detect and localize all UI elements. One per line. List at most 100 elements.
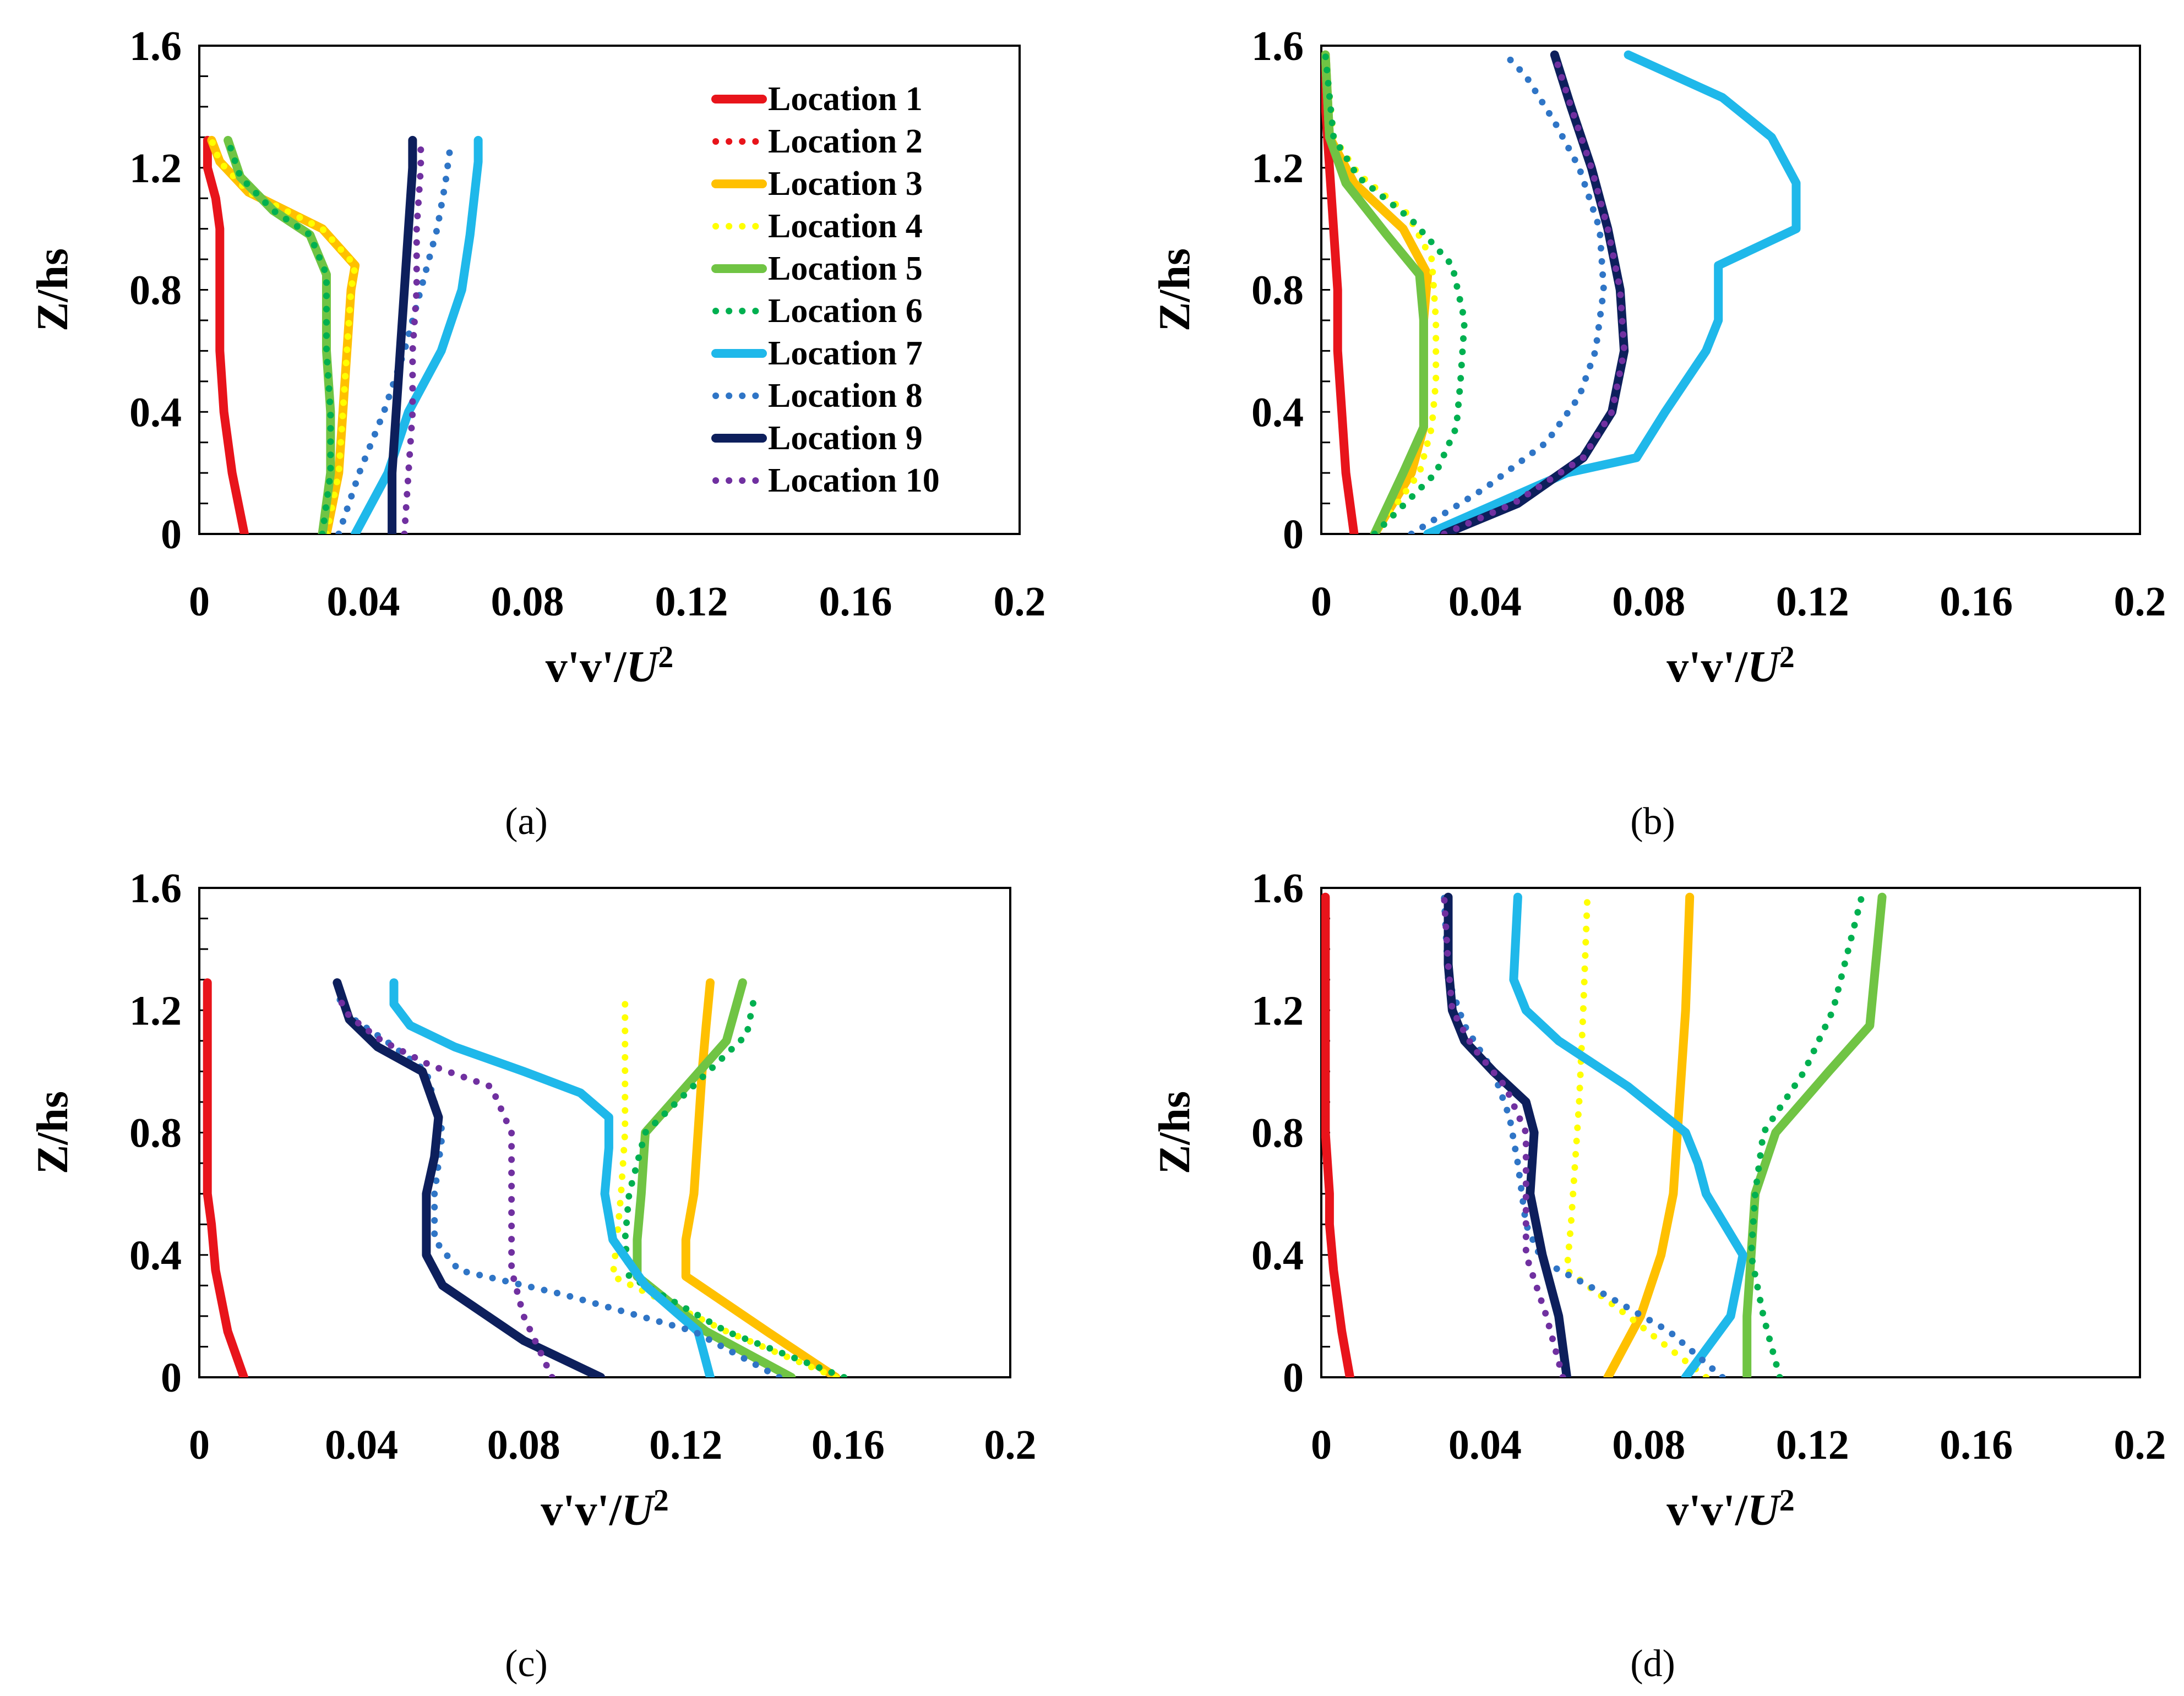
x-tick-label: 0.16 [1940, 1422, 2013, 1468]
y-tick-label: 0.8 [129, 268, 182, 314]
legend-label: Location 8 [768, 377, 923, 415]
legend-label: Location 10 [768, 462, 940, 499]
y-tick-label: 1.2 [129, 145, 182, 192]
series-group [1321, 50, 1801, 534]
chart-panel-3: 0 0.4 0.8 1.2 1.6 0 0.04 0.08 0.12 0.16 0.2 Z/hs v'v… [29, 865, 1037, 1685]
series-line-location-8 [1408, 51, 1607, 534]
x-tick-label: 0.08 [491, 579, 564, 625]
x-axis-label: v'v'/U2 [546, 640, 673, 691]
x-tick-label: 0.04 [327, 579, 400, 625]
series-line-location-6 [622, 991, 847, 1377]
y-tick-label: 0 [161, 1355, 182, 1401]
y-tick-label: 0 [161, 511, 182, 558]
y-axis-label: Z/hs [1151, 1091, 1199, 1174]
x-tick-label: 0.12 [649, 1422, 722, 1468]
legend-label: Location 4 [768, 208, 923, 245]
x-tick-label: 0 [189, 579, 210, 625]
series-line-location-5 [1742, 892, 1887, 1377]
legend-label: Location 5 [768, 250, 923, 287]
legend-label: Location 2 [768, 123, 923, 160]
series-line-location-10 [1441, 893, 1566, 1377]
x-tick-label: 0.2 [984, 1422, 1037, 1468]
x-tick-label: 0.16 [1940, 579, 2013, 625]
x-tick-label: 0.04 [1448, 1422, 1522, 1468]
chart-panel-1: 0 0.4 0.8 1.2 1.6 0 0.04 0.08 0.12 0.16 0.2 Z/hs v'v… [29, 23, 1046, 843]
x-tick-label: 0 [189, 1422, 210, 1468]
y-tick-label: 0.8 [129, 1110, 182, 1157]
y-tick-label: 1.2 [1251, 145, 1304, 192]
y-tick-label: 0.4 [129, 1233, 182, 1279]
x-tick-label: 0.12 [1776, 579, 1849, 625]
series-line-location-8 [334, 991, 783, 1377]
x-tick-label: 0.04 [1448, 579, 1522, 625]
legend-label: Location 9 [768, 419, 923, 457]
legend-label: Location 1 [768, 80, 923, 118]
x-tick-label: 0.12 [655, 579, 728, 625]
series-line-location-6 [225, 137, 334, 534]
y-tick-label: 0 [1283, 1355, 1304, 1401]
x-tick-label: 0.12 [1776, 1422, 1849, 1468]
series-line-location-9 [333, 978, 606, 1377]
x-tick-label: 0 [1311, 579, 1332, 625]
x-tick-label: 0 [1311, 1422, 1332, 1468]
y-tick-label: 1.6 [1251, 865, 1304, 912]
series-group [203, 978, 847, 1377]
series-group [1321, 892, 1887, 1377]
y-tick-label: 1.6 [129, 23, 182, 69]
chart-panel-2: 0 0.4 0.8 1.2 1.6 0 0.04 0.08 0.12 0.16 0.2 Z/hs v'v… [1151, 23, 2166, 843]
legend: Location 1 Location 2 Location 3 Location 4… [711, 80, 940, 499]
y-tick-label: 0.8 [1251, 268, 1304, 314]
x-tick-label: 0.16 [819, 579, 892, 625]
legend-label: Location 6 [768, 292, 923, 330]
x-tick-label: 0.2 [994, 579, 1046, 625]
series-line-location-10 [401, 137, 424, 534]
series-line-location-8 [1441, 893, 1726, 1377]
series-line-location-10 [1441, 51, 1628, 534]
series-line-location-2 [204, 979, 247, 1377]
series-line-location-4 [1564, 893, 1709, 1377]
y-axis-label: Z/hs [1151, 248, 1199, 331]
y-axis-label: Z/hs [29, 248, 77, 331]
x-tick-label: 0.16 [811, 1422, 885, 1468]
x-axis-label: v'v'/U2 [541, 1484, 668, 1535]
x-tick-label: 0.04 [325, 1422, 398, 1468]
series-line-location-2 [1322, 893, 1353, 1377]
y-tick-label: 0.4 [129, 389, 182, 435]
y-tick-label: 0 [1283, 511, 1304, 558]
x-tick-label: 0.08 [487, 1422, 560, 1468]
panel-caption: (d) [1630, 1643, 1675, 1685]
y-axis-label: Z/hs [29, 1091, 77, 1174]
series-line-location-7 [1509, 892, 1747, 1377]
y-tick-label: 1.6 [1251, 23, 1304, 69]
series-line-location-6 [1322, 51, 1468, 534]
y-tick-label: 0.4 [1251, 389, 1304, 435]
series-line-location-7 [1423, 50, 1801, 534]
series-group [203, 135, 483, 534]
y-tick-label: 1.6 [129, 865, 182, 912]
series-line-location-2 [204, 137, 248, 534]
x-axis-label: v'v'/U2 [1666, 640, 1794, 691]
series-line-location-10 [334, 991, 555, 1377]
y-tick-label: 1.2 [1251, 988, 1304, 1034]
x-tick-label: 0.08 [1612, 579, 1685, 625]
x-tick-label: 0.2 [2114, 579, 2166, 625]
y-tick-label: 1.2 [129, 988, 182, 1034]
series-line-location-4 [609, 1001, 840, 1377]
series-line-location-4 [208, 137, 359, 534]
series-line-location-3 [681, 978, 841, 1377]
panel-caption: (c) [505, 1643, 548, 1685]
legend-label: Location 3 [768, 165, 923, 203]
series-line-location-3 [1603, 892, 1695, 1377]
x-tick-label: 0.2 [2114, 1422, 2166, 1468]
legend-label: Location 7 [768, 335, 923, 372]
chart-panel-4: 0 0.4 0.8 1.2 1.6 0 0.04 0.08 0.12 0.16 0.2 Z/hs v'v… [1151, 865, 2166, 1685]
panel-caption: (b) [1630, 800, 1675, 843]
panel-caption: (a) [505, 800, 548, 843]
y-tick-label: 0.4 [1251, 1233, 1304, 1279]
series-line-location-9 [388, 135, 417, 534]
series-line-location-7 [389, 978, 715, 1377]
x-axis-label: v'v'/U2 [1666, 1484, 1794, 1535]
series-line-location-5 [1321, 50, 1428, 534]
